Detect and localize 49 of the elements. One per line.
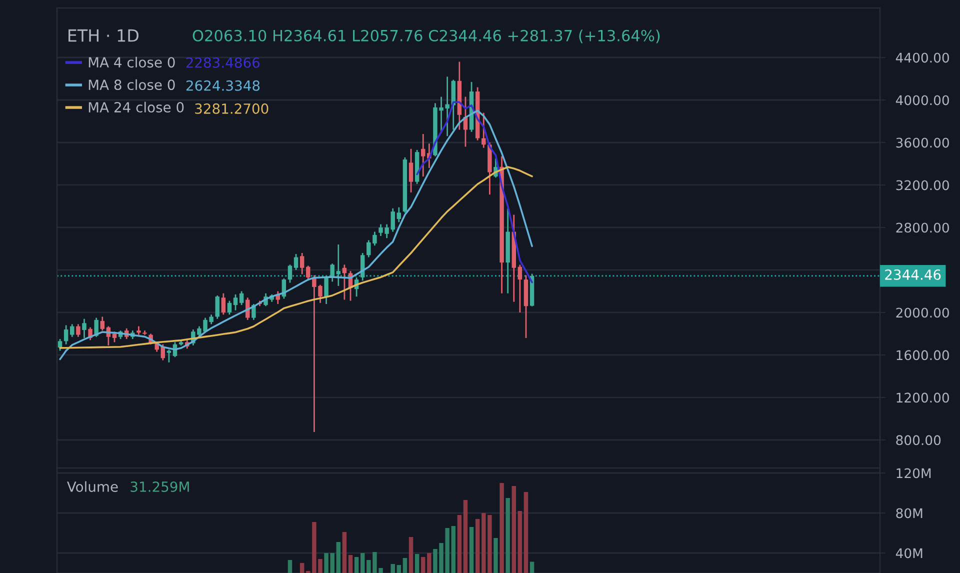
candlestick [70,323,74,338]
candlestick [420,133,426,178]
candlestick [100,316,105,332]
candlestick [324,276,328,305]
candlestick [518,264,522,314]
candlestick [288,264,292,284]
candlestick [82,318,86,339]
candlestick [58,338,62,352]
y-tick-label: 2000.00 [896,308,949,318]
y-tick-label: 40M [896,548,922,558]
candlestick [294,253,298,271]
candlestick [300,252,304,275]
annotation: ETH · 1D [68,29,138,42]
y-tick-label: 2800.00 [896,222,949,233]
annotation: 2283.4866 [186,57,260,68]
annotation: Volume [66,481,118,492]
candlestick [112,330,117,343]
legend-label: MA 4 close 0 [88,56,175,68]
annotation: 31.259M [130,481,189,492]
y-tick-label: 80M [896,508,922,518]
candlestick [76,323,80,338]
candlestick [306,265,310,282]
candlestick [215,294,220,320]
legend-label: MA 8 close 0 [88,79,175,90]
ref-line-label: 2344.46 [885,269,941,280]
y-tick-label: 3200.00 [896,180,949,190]
candlestick [166,348,172,364]
annotation: 3281.2700 [195,103,268,114]
candlestick [396,206,402,223]
candlestick [482,112,486,148]
y-tick-label: 4400.00 [896,52,949,63]
y-tick-label: 800.00 [896,435,941,446]
y-tick-label: 1600.00 [896,350,949,360]
legend-label: MA 24 close 0 [88,102,184,113]
annotation: O2063.10 H2364.61 L2057.76 C2344.46 +281.37 (+13.64%) [192,30,660,44]
annotation: 2624.3348 [186,80,260,91]
y-tick-label: 4000.00 [896,95,949,106]
candlestick [408,148,414,194]
candlestick [221,292,226,316]
y-tick-label: 120M [896,468,931,478]
line-series [59,166,533,349]
y-tick-label: 1200.00 [896,392,949,403]
y-tick-label: 3600.00 [896,138,949,148]
candlestick [227,300,232,316]
candlestick [94,317,98,338]
candlestick [64,324,68,346]
candlestick [239,290,244,306]
candlestick [330,262,334,282]
candlestick [233,294,238,312]
